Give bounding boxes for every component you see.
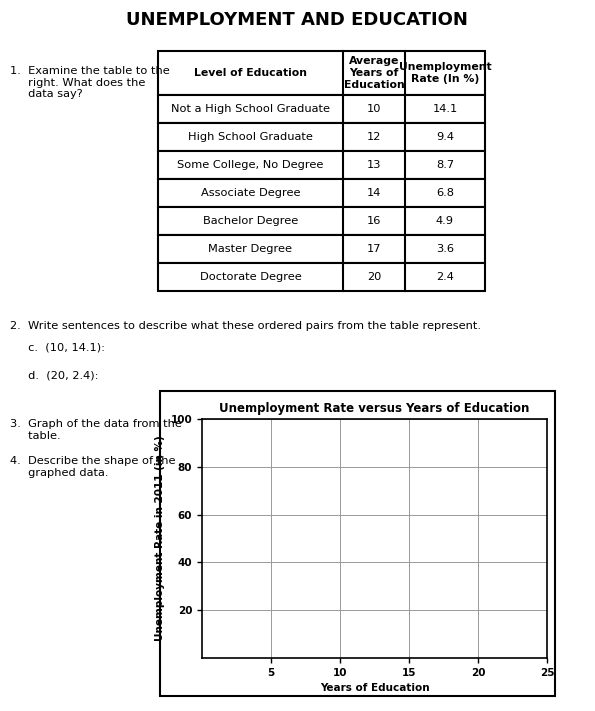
Title: Unemployment Rate versus Years of Education: Unemployment Rate versus Years of Educat… <box>220 402 530 415</box>
Text: Average
Years of
Education: Average Years of Education <box>344 56 405 90</box>
Text: Associate Degree: Associate Degree <box>201 188 300 198</box>
Text: 14.1: 14.1 <box>433 104 458 114</box>
Text: Level of Education: Level of Education <box>194 68 307 78</box>
Bar <box>158 51 485 95</box>
X-axis label: Years of Education: Years of Education <box>320 683 430 693</box>
Bar <box>158 179 485 207</box>
Text: 9.4: 9.4 <box>436 132 454 142</box>
Text: 4.9: 4.9 <box>436 216 454 226</box>
Text: High School Graduate: High School Graduate <box>188 132 313 142</box>
Text: 16: 16 <box>367 216 381 226</box>
Text: Master Degree: Master Degree <box>208 244 293 254</box>
Text: 4.  Describe the shape of the
     graphed data.: 4. Describe the shape of the graphed dat… <box>10 456 176 478</box>
Y-axis label: Unemployment Rate in 2011 (in %): Unemployment Rate in 2011 (in %) <box>155 436 165 641</box>
Text: 10: 10 <box>367 104 381 114</box>
Text: UNEMPLOYMENT AND EDUCATION: UNEMPLOYMENT AND EDUCATION <box>126 11 468 29</box>
Text: 1.  Examine the table to the
     right. What does the
     data say?: 1. Examine the table to the right. What … <box>10 66 170 100</box>
Bar <box>158 207 485 235</box>
Text: 20: 20 <box>367 272 381 282</box>
Text: 8.7: 8.7 <box>436 160 454 170</box>
Text: d.  (20, 2.4):: d. (20, 2.4): <box>10 371 99 381</box>
Bar <box>158 123 485 151</box>
Bar <box>158 263 485 291</box>
Bar <box>158 95 485 123</box>
Text: 6.8: 6.8 <box>436 188 454 198</box>
Text: c.  (10, 14.1):: c. (10, 14.1): <box>10 343 105 353</box>
Text: Doctorate Degree: Doctorate Degree <box>200 272 302 282</box>
Text: 2.  Write sentences to describe what these ordered pairs from the table represen: 2. Write sentences to describe what thes… <box>10 321 481 331</box>
Bar <box>160 391 555 696</box>
Text: 12: 12 <box>367 132 381 142</box>
Text: Not a High School Graduate: Not a High School Graduate <box>171 104 330 114</box>
Bar <box>158 235 485 263</box>
Text: Some College, No Degree: Some College, No Degree <box>177 160 324 170</box>
Text: 17: 17 <box>367 244 381 254</box>
Text: 14: 14 <box>367 188 381 198</box>
Text: Bachelor Degree: Bachelor Degree <box>203 216 298 226</box>
Text: 2.4: 2.4 <box>436 272 454 282</box>
Bar <box>158 151 485 179</box>
Text: 13: 13 <box>367 160 381 170</box>
Text: Unemployment
Rate (In %): Unemployment Rate (In %) <box>399 62 491 84</box>
Text: 3.  Graph of the data from the
     table.: 3. Graph of the data from the table. <box>10 419 182 441</box>
Text: 3.6: 3.6 <box>436 244 454 254</box>
